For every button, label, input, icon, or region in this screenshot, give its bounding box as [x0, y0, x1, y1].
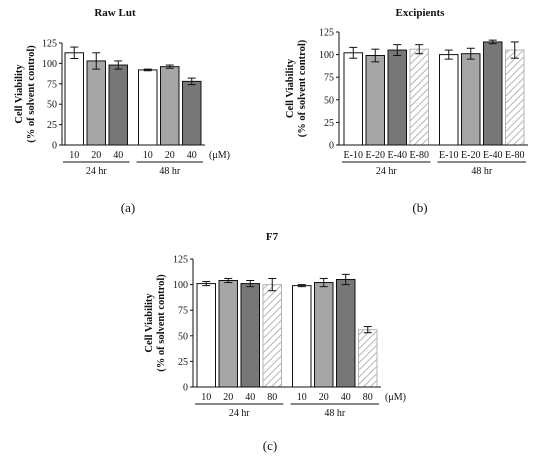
chart-title: F7	[266, 231, 279, 243]
bar	[64, 52, 84, 146]
x-tick-label: 80	[267, 392, 277, 403]
y-tick-label: 50	[324, 95, 334, 106]
bar	[409, 48, 429, 146]
x-tick-label: 80	[363, 392, 373, 403]
y-axis-label-line1: Cell Viability	[144, 293, 155, 353]
bar	[358, 329, 378, 388]
bar	[240, 283, 260, 388]
x-tick-label: 40	[187, 150, 197, 161]
group-label: 48 hr	[471, 166, 493, 177]
group-label: 48 hr	[324, 408, 346, 419]
bar	[365, 55, 385, 146]
panel-c: F7 Cell Viability (% of solvent control) 0 2…	[144, 231, 406, 453]
panel-caption: (a)	[121, 200, 135, 215]
x-tick-label: E-20	[366, 150, 385, 161]
y-tick-label: 25	[324, 118, 334, 129]
bar	[483, 41, 503, 146]
y-tick-label: 0	[183, 383, 188, 394]
x-unit-label: (μM)	[385, 392, 406, 403]
bar	[461, 53, 481, 146]
y-axis-label-line2: (% of solvent control)	[156, 274, 167, 372]
y-axis-label-line2: (% of solvent control)	[26, 45, 37, 143]
y-axis-label-line1: Cell Viability	[14, 64, 25, 124]
y-tick-label: 100	[173, 280, 188, 291]
x-tick-label: E-40	[388, 150, 407, 161]
x-tick-label: E-80	[410, 150, 429, 161]
y-tick-label: 50	[47, 100, 57, 111]
x-tick-label: 10	[69, 150, 79, 161]
y-tick-label: 50	[178, 331, 188, 342]
y-axis-label-line1: Cell Viability	[285, 58, 296, 118]
x-tick-label: 10	[201, 392, 211, 403]
chart-title: Raw Lut	[94, 7, 136, 19]
bar	[262, 284, 282, 388]
bar	[218, 280, 238, 388]
y-tick-label: 75	[47, 79, 57, 90]
x-tick-label: 20	[319, 392, 329, 403]
bar	[138, 69, 158, 146]
x-tick-label: 20	[91, 150, 101, 161]
group-label: 48 hr	[159, 166, 181, 177]
group-label: 24 hr	[86, 166, 108, 177]
bar	[387, 49, 407, 146]
y-tick-label: 0	[329, 141, 334, 152]
y-tick-label: 0	[52, 141, 57, 152]
x-tick-label: 40	[113, 150, 123, 161]
y-tick-label: 125	[319, 28, 334, 39]
y-tick-label: 75	[324, 73, 334, 84]
y-tick-label: 125	[173, 255, 188, 266]
group-label: 24 hr	[229, 408, 251, 419]
y-tick-label: 125	[42, 39, 57, 50]
bar	[196, 283, 216, 388]
bar	[336, 278, 356, 388]
x-tick-label: E-40	[483, 150, 502, 161]
y-axis-label-line2: (% of solvent control)	[297, 39, 308, 137]
x-tick-label: E-80	[505, 150, 524, 161]
x-tick-label: 10	[297, 392, 307, 403]
x-tick-label: E-20	[461, 150, 480, 161]
y-tick-label: 100	[42, 59, 57, 70]
x-unit-label: (μM)	[209, 150, 230, 161]
bar	[292, 285, 312, 388]
bar	[182, 80, 202, 146]
x-tick-label: 20	[223, 392, 233, 403]
bar	[108, 64, 128, 146]
bar	[160, 66, 180, 146]
panel-caption: (c)	[263, 438, 277, 453]
bar	[505, 49, 525, 146]
bar	[314, 282, 334, 388]
x-tick-label: 40	[245, 392, 255, 403]
x-tick-label: 20	[165, 150, 175, 161]
y-tick-label: 25	[178, 357, 188, 368]
y-tick-label: 100	[319, 50, 334, 61]
x-tick-label: E-10	[439, 150, 458, 161]
y-tick-label: 25	[47, 120, 57, 131]
x-tick-label: 10	[143, 150, 153, 161]
panel-b: Excipients Cell Viability (% of solvent co…	[285, 7, 528, 215]
panel-caption: (b)	[412, 200, 427, 215]
panel-a: Raw Lut Cell Viability (% of solvent contr…	[14, 7, 230, 215]
chart-title: Excipients	[396, 7, 446, 19]
bar	[343, 52, 363, 146]
bar	[86, 60, 106, 146]
group-label: 24 hr	[376, 166, 398, 177]
x-tick-label: 40	[341, 392, 351, 403]
y-tick-label: 75	[178, 306, 188, 317]
x-tick-label: E-10	[344, 150, 363, 161]
bar	[439, 54, 459, 146]
